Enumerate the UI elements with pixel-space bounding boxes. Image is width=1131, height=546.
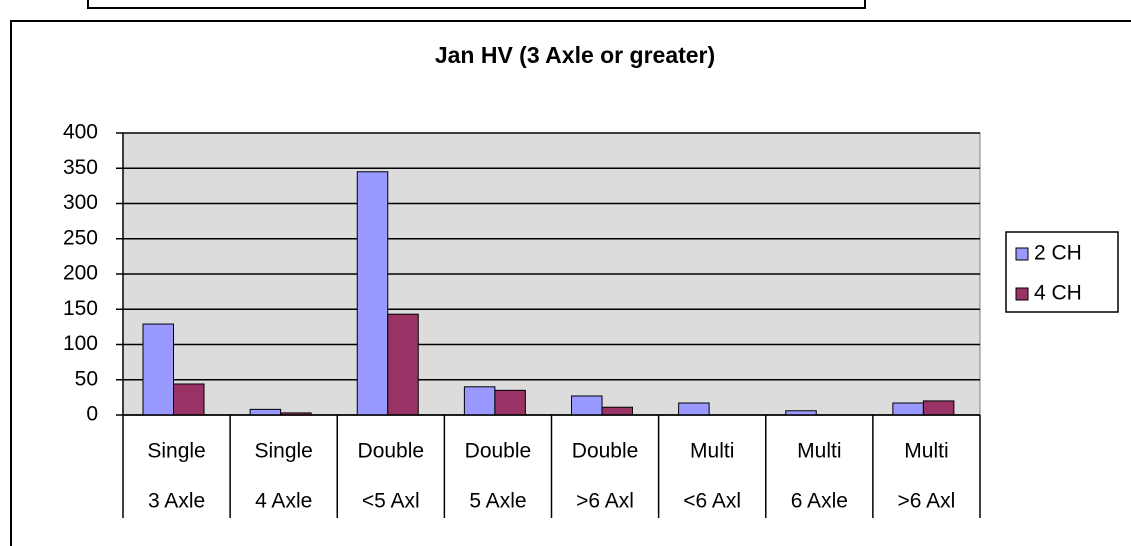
- x-tick-label: Double: [358, 440, 425, 463]
- legend-swatch: [1015, 247, 1029, 261]
- x-tick-label: >6 Axl: [576, 490, 634, 513]
- x-tick-label: <6 Axl: [683, 490, 741, 513]
- x-tick-label: Double: [572, 440, 639, 463]
- x-tick-label: Multi: [797, 440, 841, 463]
- x-tick-label: Multi: [690, 440, 734, 463]
- x-tick-label: 5 Axle: [469, 490, 526, 513]
- bar: [494, 389, 526, 416]
- y-tick-label: 400: [63, 121, 98, 144]
- bar: [356, 171, 389, 416]
- y-tick-label: 300: [63, 191, 98, 214]
- x-tick-label: <5 Axl: [362, 490, 420, 513]
- top-box: [87, 0, 866, 9]
- x-tick-label: >6 Axl: [898, 490, 956, 513]
- bar: [142, 323, 174, 416]
- y-tick-label: 250: [63, 226, 98, 249]
- y-tick-label: 150: [63, 297, 98, 320]
- legend-swatch: [1015, 287, 1029, 301]
- bar: [249, 408, 282, 416]
- y-tick-label: 0: [86, 403, 98, 426]
- bar: [463, 386, 496, 416]
- bar: [892, 402, 924, 416]
- x-tick-label: 3 Axle: [148, 490, 205, 513]
- x-tick-label: 6 Axle: [791, 490, 848, 513]
- bar: [601, 406, 633, 416]
- bar: [922, 400, 955, 416]
- chart-title: Jan HV (3 Axle or greater): [435, 42, 715, 68]
- bar: [173, 383, 205, 416]
- x-tick-label: Single: [147, 440, 205, 463]
- x-tick-label: Single: [254, 440, 312, 463]
- x-tick-label: Multi: [904, 440, 948, 463]
- legend-label: 2 CH: [1034, 242, 1082, 265]
- bar: [678, 402, 710, 416]
- y-tick-label: 200: [63, 262, 98, 285]
- y-tick-label: 50: [75, 367, 98, 390]
- chart-border: [10, 20, 1131, 546]
- legend-label: 4 CH: [1034, 282, 1082, 305]
- bar: [571, 395, 603, 416]
- y-tick-label: 350: [63, 156, 98, 179]
- x-tick-label: 4 Axle: [255, 490, 312, 513]
- x-tick-label: Double: [465, 440, 532, 463]
- bar: [387, 313, 419, 416]
- y-tick-label: 100: [63, 332, 98, 355]
